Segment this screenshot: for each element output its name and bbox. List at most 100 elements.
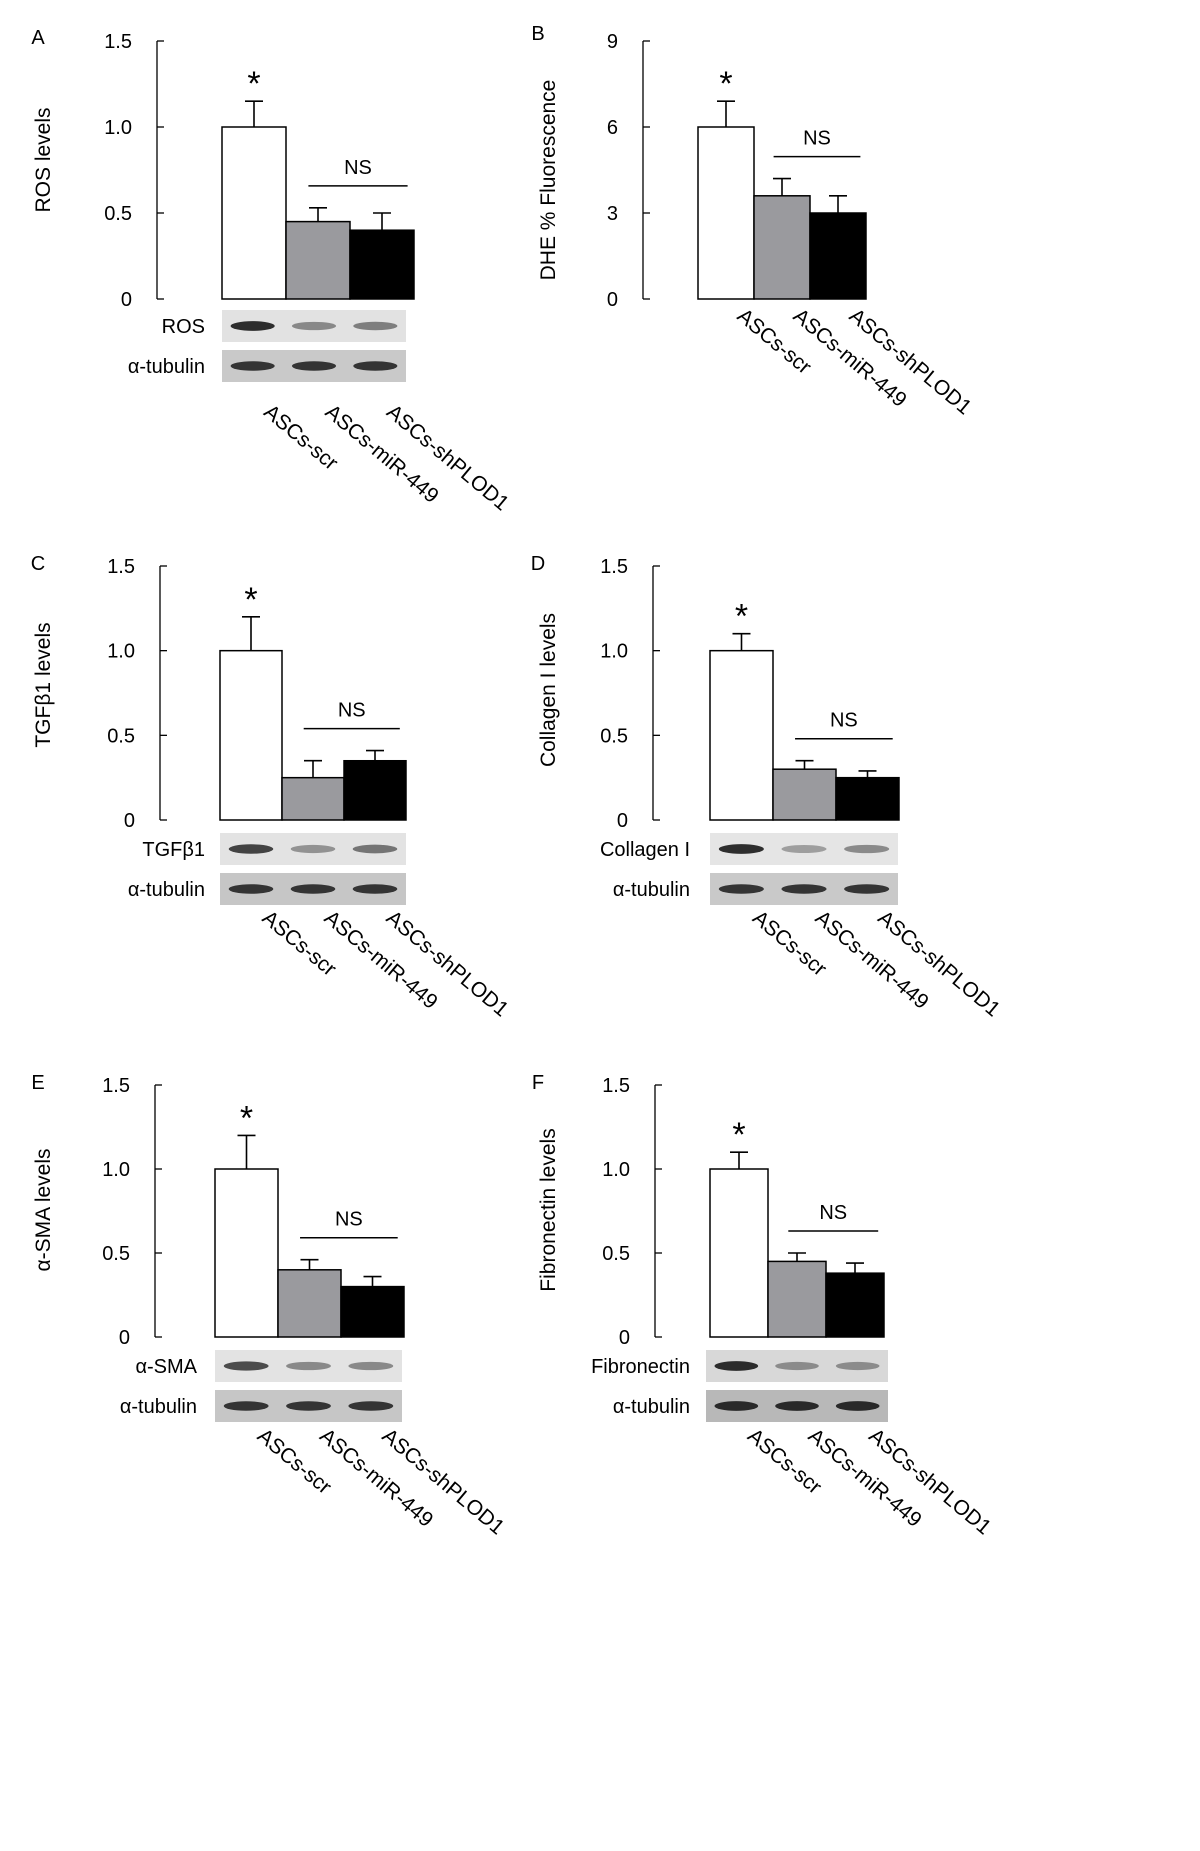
bar-ascs-shplod1 (809, 212, 867, 300)
bar-ascs-shplod1 (340, 1285, 405, 1338)
blot-band (844, 844, 890, 854)
blot-band (353, 321, 398, 331)
y-tick-label: 0 (121, 289, 132, 311)
bar-ascs-scr (214, 1168, 279, 1338)
blot-band (775, 1361, 819, 1371)
ns-label: NS (344, 157, 372, 179)
blot-band (348, 1361, 394, 1371)
y-tick-label: 1.5 (600, 556, 628, 578)
bar-ascs-mir-449 (281, 776, 345, 821)
blot-band (352, 884, 398, 894)
bar-ascs-scr (219, 649, 283, 821)
blot-band (348, 1401, 394, 1411)
blot-band (835, 1361, 880, 1371)
bar-ascs-scr (221, 126, 287, 300)
panel-F: F 0 0.5 1.0 1.5 Fibronectin levels * NS Fibronec… (532, 1072, 996, 1539)
blot-band (286, 1401, 331, 1411)
panel-label: E (31, 1072, 44, 1094)
y-axis-label: α-SMA levels (32, 1148, 55, 1271)
y-tick-label: 0 (619, 1327, 630, 1349)
blot-band (290, 884, 336, 894)
y-tick-label: 0 (124, 810, 135, 832)
y-tick-label: 0.5 (107, 725, 135, 747)
bar-ascs-shplod1 (825, 1272, 885, 1338)
bar-ascs-shplod1 (835, 776, 900, 821)
bar-ascs-mir-449 (285, 220, 351, 300)
blot-band (781, 884, 827, 894)
blot-label: α-SMA (135, 1356, 197, 1378)
ns-label: NS (830, 710, 858, 732)
y-tick-label: 1.0 (602, 1159, 630, 1181)
blot-band (291, 321, 337, 331)
panel-label: D (531, 553, 545, 575)
y-tick-label: 0 (617, 810, 628, 832)
blot-band (230, 361, 275, 371)
blot-label: Fibronectin (591, 1356, 690, 1378)
bar-ascs-scr (709, 1168, 769, 1338)
blot-band (835, 1401, 880, 1411)
ns-label: NS (338, 700, 366, 722)
y-tick-label: 3 (607, 203, 618, 225)
bar-ascs-mir-449 (767, 1260, 827, 1338)
bar-ascs-scr (697, 126, 755, 300)
ns-label: NS (819, 1202, 847, 1224)
blot-label: α-tubulin (128, 356, 205, 378)
panel-C: C 0 0.5 1.0 1.5 TGFβ1 levels * NS TGFβ1 α-tubulin… (31, 553, 513, 1021)
panel-E: E 0 0.5 1.0 1.5 α-SMA levels * NS α-SMA α-tubulin… (31, 1072, 508, 1539)
significance-marker: * (247, 65, 260, 103)
y-tick-label: 0.5 (102, 1243, 130, 1265)
x-category-label: ASCs-miR-449 (811, 906, 933, 1014)
y-tick-label: 0 (119, 1327, 130, 1349)
bar-ascs-shplod1 (349, 229, 415, 300)
blot-band (230, 321, 275, 331)
panel-label: C (31, 553, 45, 575)
y-tick-label: 0.5 (104, 203, 132, 225)
y-tick-label: 1.5 (102, 1075, 130, 1097)
y-tick-label: 1.5 (104, 31, 132, 53)
blot-band (223, 1401, 269, 1411)
bar-ascs-mir-449 (753, 195, 811, 300)
blot-label: α-tubulin (613, 879, 690, 901)
significance-marker: * (735, 598, 748, 636)
y-axis-label: Collagen I levels (537, 613, 560, 767)
blot-label: α-tubulin (128, 879, 205, 901)
significance-marker: * (732, 1116, 745, 1154)
ns-label: NS (335, 1209, 363, 1231)
blot-label: ROS (162, 316, 205, 338)
y-tick-label: 0 (607, 289, 618, 311)
y-tick-label: 1.0 (107, 641, 135, 663)
y-tick-label: 1.5 (107, 556, 135, 578)
blot-band (352, 844, 398, 854)
blot-label: TGFβ1 (142, 839, 205, 861)
y-tick-label: 6 (607, 117, 618, 139)
significance-marker: * (719, 65, 732, 103)
blot-band (714, 1361, 759, 1371)
panel-label: B (531, 23, 544, 45)
bar-ascs-scr (709, 649, 774, 821)
ns-label: NS (803, 128, 831, 150)
blot-band (290, 844, 336, 854)
blot-label: α-tubulin (613, 1396, 690, 1418)
panel-D: D 0 0.5 1.0 1.5 Collagen I levels * NS Collagen … (531, 553, 1005, 1021)
blot-band (223, 1361, 269, 1371)
blot-label: Collagen I (600, 839, 690, 861)
blot-band (718, 844, 764, 854)
blot-band (228, 844, 274, 854)
bar-ascs-shplod1 (343, 759, 407, 821)
significance-marker: * (240, 1099, 253, 1137)
blot-band (775, 1401, 819, 1411)
y-axis-label: DHE % Fluorescence (537, 80, 560, 281)
blot-band (844, 884, 890, 894)
panel-label: A (31, 27, 45, 49)
y-tick-label: 1.0 (102, 1159, 130, 1181)
blot-band (228, 884, 274, 894)
blot-band (291, 361, 337, 371)
blot-band (353, 361, 398, 371)
significance-marker: * (244, 581, 257, 619)
x-category-label: ASCs-miR-449 (315, 1424, 437, 1532)
y-tick-label: 1.5 (602, 1075, 630, 1097)
bar-ascs-mir-449 (277, 1269, 342, 1338)
